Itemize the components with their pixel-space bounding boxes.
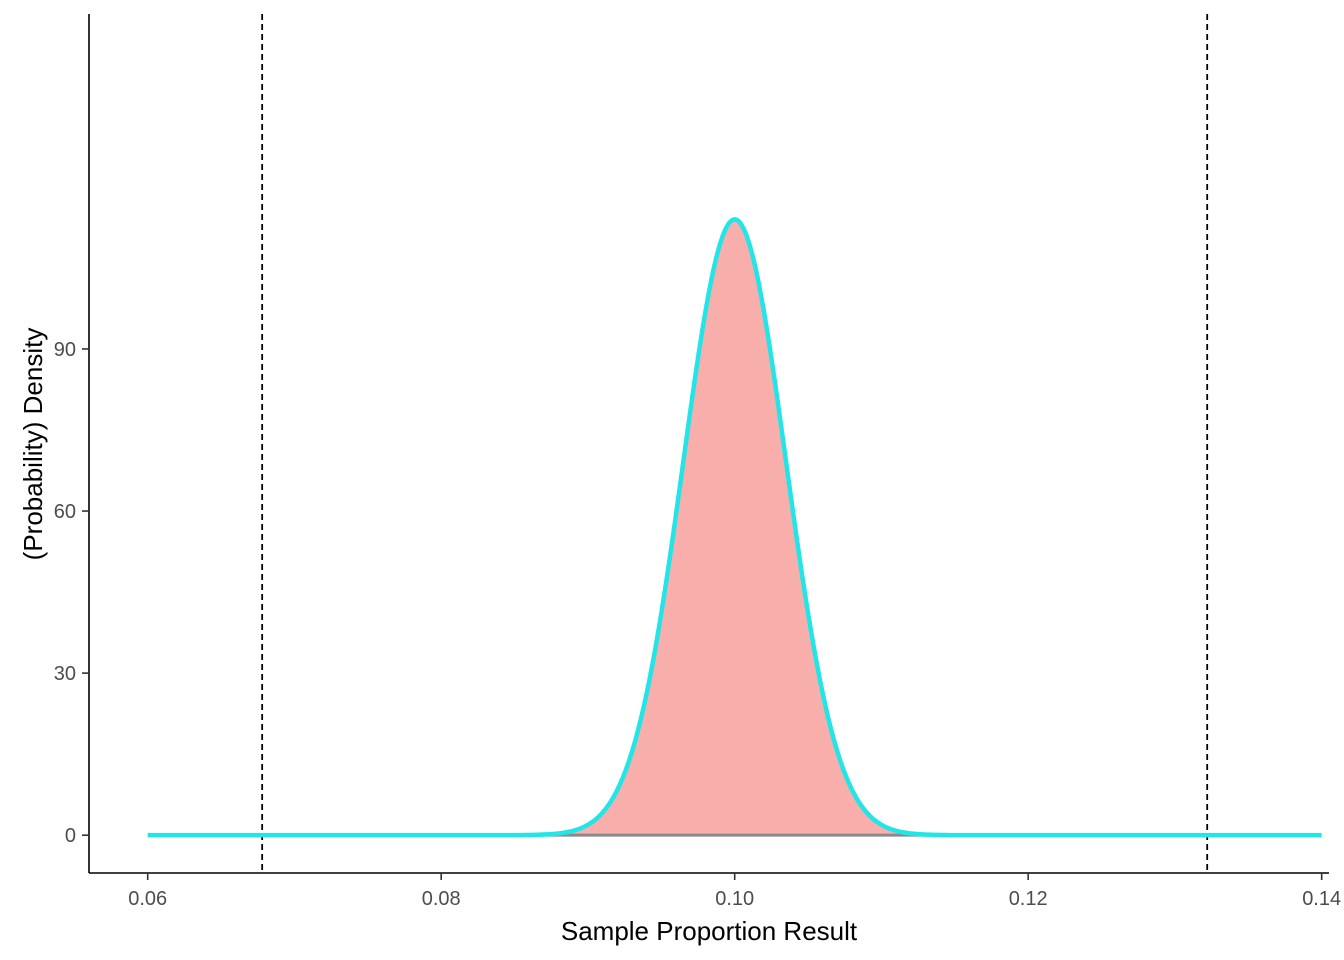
y-tick-label: 30 bbox=[54, 663, 76, 685]
y-tick-label: 90 bbox=[54, 339, 76, 361]
y-axis-title: (Probability) Density bbox=[18, 328, 48, 561]
x-tick-label: 0.06 bbox=[128, 888, 167, 910]
axes bbox=[88, 14, 1329, 874]
y-tick-label: 60 bbox=[54, 501, 76, 523]
x-axis-title: Sample Proportion Result bbox=[561, 916, 858, 946]
x-tick-label: 0.08 bbox=[422, 888, 461, 910]
x-tick-label: 0.14 bbox=[1302, 888, 1341, 910]
y-tick-label: 0 bbox=[65, 825, 76, 847]
tick-marks: 0.06 0.08 0.10 0.12 0.14 0 30 60 90 bbox=[54, 339, 1341, 910]
x-tick-label: 0.12 bbox=[1009, 888, 1048, 910]
plot-area bbox=[147, 14, 1322, 873]
shaded-area bbox=[527, 217, 942, 837]
x-tick-label: 0.10 bbox=[715, 888, 754, 910]
density-curve bbox=[147, 217, 1322, 838]
